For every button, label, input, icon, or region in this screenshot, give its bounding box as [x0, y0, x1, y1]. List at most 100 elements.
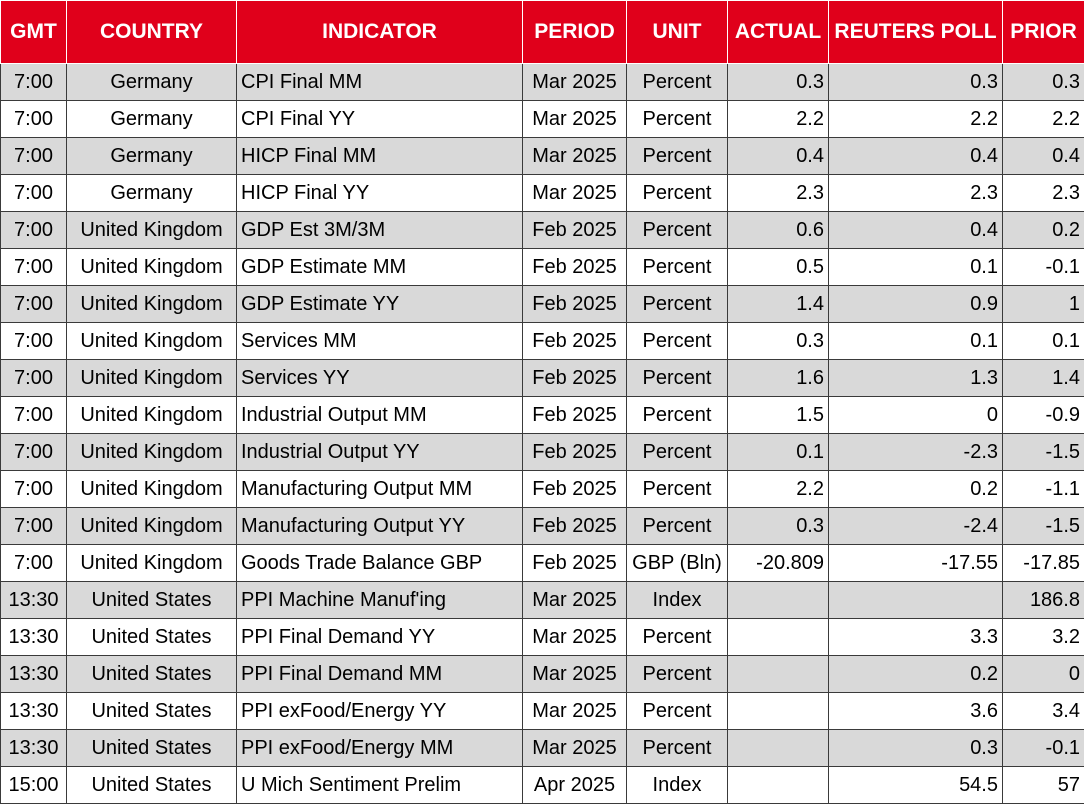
cell-unit: Percent: [627, 249, 728, 286]
cell-unit: Percent: [627, 138, 728, 175]
cell-actual: 0.1: [728, 434, 829, 471]
cell-country: United Kingdom: [67, 360, 237, 397]
cell-actual: 2.2: [728, 101, 829, 138]
cell-country: United States: [67, 730, 237, 767]
cell-prior: -17.85: [1003, 545, 1084, 582]
cell-prior: 2.3: [1003, 175, 1084, 212]
cell-gmt: 7:00: [1, 138, 67, 175]
cell-actual: 2.3: [728, 175, 829, 212]
cell-reuters-poll: 3.3: [829, 619, 1003, 656]
cell-prior: 3.4: [1003, 693, 1084, 730]
cell-indicator: CPI Final MM: [237, 64, 523, 101]
cell-period: Feb 2025: [523, 286, 627, 323]
cell-prior: -1.1: [1003, 471, 1084, 508]
cell-reuters-poll: 0.4: [829, 138, 1003, 175]
cell-unit: GBP (Bln): [627, 545, 728, 582]
cell-gmt: 15:00: [1, 767, 67, 804]
cell-indicator: PPI Final Demand YY: [237, 619, 523, 656]
cell-unit: Percent: [627, 286, 728, 323]
cell-actual: 0.5: [728, 249, 829, 286]
cell-period: Mar 2025: [523, 64, 627, 101]
cell-unit: Percent: [627, 360, 728, 397]
cell-indicator: CPI Final YY: [237, 101, 523, 138]
cell-prior: -0.1: [1003, 249, 1084, 286]
cell-actual: 0.4: [728, 138, 829, 175]
cell-period: Mar 2025: [523, 175, 627, 212]
cell-reuters-poll: 0.3: [829, 730, 1003, 767]
cell-indicator: Manufacturing Output YY: [237, 508, 523, 545]
cell-actual: 1.5: [728, 397, 829, 434]
cell-country: United Kingdom: [67, 545, 237, 582]
cell-gmt: 13:30: [1, 730, 67, 767]
cell-actual: [728, 730, 829, 767]
cell-unit: Percent: [627, 508, 728, 545]
cell-country: United Kingdom: [67, 249, 237, 286]
cell-prior: -0.1: [1003, 730, 1084, 767]
cell-gmt: 7:00: [1, 64, 67, 101]
cell-prior: -0.9: [1003, 397, 1084, 434]
cell-period: Feb 2025: [523, 360, 627, 397]
cell-prior: 186.8: [1003, 582, 1084, 619]
cell-reuters-poll: -17.55: [829, 545, 1003, 582]
cell-country: United Kingdom: [67, 508, 237, 545]
cell-prior: 0.3: [1003, 64, 1084, 101]
header-prior: PRIOR: [1003, 1, 1084, 64]
cell-unit: Index: [627, 767, 728, 804]
header-reuters-poll: REUTERS POLL: [829, 1, 1003, 64]
cell-indicator: Services YY: [237, 360, 523, 397]
cell-actual: 0.3: [728, 64, 829, 101]
cell-reuters-poll: 3.6: [829, 693, 1003, 730]
cell-reuters-poll: [829, 582, 1003, 619]
cell-reuters-poll: 1.3: [829, 360, 1003, 397]
cell-period: Mar 2025: [523, 138, 627, 175]
header-period: PERIOD: [523, 1, 627, 64]
cell-reuters-poll: 0.4: [829, 212, 1003, 249]
cell-indicator: Goods Trade Balance GBP: [237, 545, 523, 582]
header-country: COUNTRY: [67, 1, 237, 64]
cell-unit: Percent: [627, 212, 728, 249]
cell-reuters-poll: 54.5: [829, 767, 1003, 804]
cell-actual: 2.2: [728, 471, 829, 508]
cell-period: Mar 2025: [523, 101, 627, 138]
cell-prior: 3.2: [1003, 619, 1084, 656]
cell-gmt: 13:30: [1, 619, 67, 656]
cell-gmt: 7:00: [1, 101, 67, 138]
cell-reuters-poll: 0.3: [829, 64, 1003, 101]
cell-country: United Kingdom: [67, 471, 237, 508]
cell-unit: Percent: [627, 397, 728, 434]
cell-gmt: 13:30: [1, 582, 67, 619]
cell-unit: Percent: [627, 323, 728, 360]
cell-country: United States: [67, 656, 237, 693]
cell-indicator: PPI exFood/Energy YY: [237, 693, 523, 730]
cell-country: United States: [67, 767, 237, 804]
cell-actual: [728, 619, 829, 656]
cell-country: United Kingdom: [67, 397, 237, 434]
cell-reuters-poll: 0.1: [829, 249, 1003, 286]
cell-actual: 0.3: [728, 323, 829, 360]
cell-country: United Kingdom: [67, 286, 237, 323]
cell-reuters-poll: 2.2: [829, 101, 1003, 138]
header-indicator: INDICATOR: [237, 1, 523, 64]
cell-prior: 1.4: [1003, 360, 1084, 397]
cell-country: United States: [67, 693, 237, 730]
cell-indicator: Manufacturing Output MM: [237, 471, 523, 508]
cell-unit: Percent: [627, 656, 728, 693]
cell-gmt: 7:00: [1, 175, 67, 212]
cell-indicator: GDP Estimate MM: [237, 249, 523, 286]
cell-country: Germany: [67, 175, 237, 212]
